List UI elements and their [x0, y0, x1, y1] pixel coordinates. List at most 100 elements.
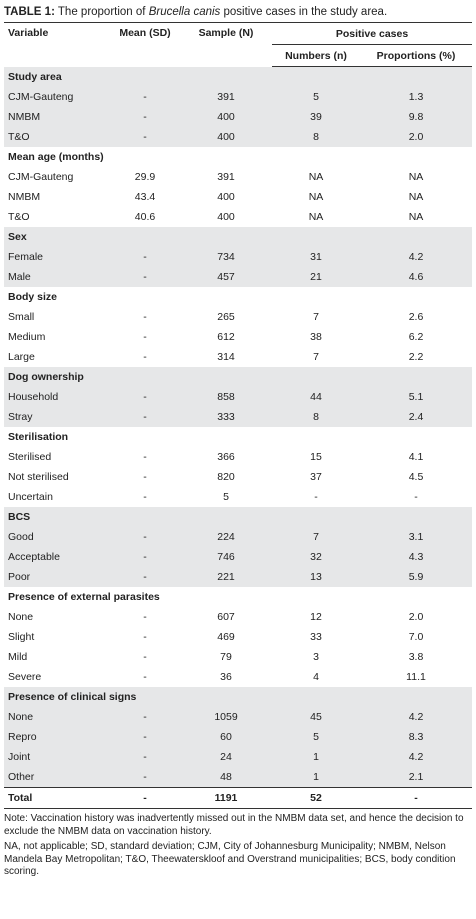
cell: 2.2: [408, 351, 424, 363]
cell: 13: [272, 567, 360, 587]
cell: -: [143, 311, 147, 323]
cell: 8.3: [360, 727, 473, 747]
cell: 5: [272, 87, 360, 107]
cell: 33: [310, 631, 322, 643]
data-table: Variable Mean (SD) Sample (N) Positive c…: [4, 22, 473, 809]
cell: 2.0: [360, 127, 473, 147]
cell: 39: [272, 107, 360, 127]
row-label: Stray: [4, 407, 110, 427]
section-title: BCS: [4, 507, 473, 527]
cell: NA: [408, 171, 424, 183]
data-row: Uncertain - 5 - -: [4, 487, 472, 507]
row-label: Total: [4, 787, 110, 809]
cell: 333: [180, 407, 272, 427]
row-label: Medium: [8, 331, 46, 343]
cell: 1059: [180, 707, 272, 727]
row-label: NMBM: [8, 191, 41, 203]
data-row: Poor -221 13 5.9: [4, 567, 473, 587]
cell: -: [143, 671, 147, 683]
cell: 5.9: [360, 567, 473, 587]
cell: -: [110, 127, 180, 147]
cell: 24: [180, 747, 272, 767]
cell: 4.2: [360, 707, 473, 727]
cell: 7.0: [408, 631, 424, 643]
row-label: T&O: [4, 127, 110, 147]
cell: 265: [217, 311, 235, 323]
cell: 400: [180, 107, 272, 127]
cell: 457: [180, 267, 272, 287]
section-title: Study area: [4, 66, 473, 87]
cell: 44: [272, 387, 360, 407]
cell: NA: [308, 171, 324, 183]
row-label: Other: [4, 767, 110, 788]
note: Note: Vaccination history was inadverten…: [4, 813, 464, 837]
section-title: Mean age (months): [8, 151, 104, 163]
cell: -: [110, 247, 180, 267]
cell: 8: [272, 127, 360, 147]
data-row: Household -858 44 5.1: [4, 387, 473, 407]
row-label: CJM-Gauteng: [4, 87, 110, 107]
cell: -: [110, 527, 180, 547]
section-row: Dog ownership: [4, 367, 473, 387]
cell: 52: [272, 787, 360, 809]
column-header: Mean (SD): [110, 22, 180, 67]
cell: 4.2: [360, 747, 473, 767]
cell: 8: [272, 407, 360, 427]
cell: 221: [180, 567, 272, 587]
cell: 2.1: [360, 767, 473, 788]
data-row: NMBM 43.4 400 NA NA: [4, 187, 472, 207]
cell: -: [110, 87, 180, 107]
cell: -: [110, 267, 180, 287]
data-row: Acceptable -746 32 4.3: [4, 547, 473, 567]
row-label: NMBM: [4, 107, 110, 127]
cell: -: [110, 387, 180, 407]
cell: 314: [217, 351, 235, 363]
cell: 2.4: [360, 407, 473, 427]
data-row: Severe - 36 4 11.1: [4, 667, 472, 687]
cell: 1: [272, 767, 360, 788]
row-label: Sterilised: [8, 451, 52, 463]
notes: Note: Vaccination history was inadverten…: [0, 809, 476, 879]
row-label: None: [8, 611, 34, 623]
cell: 4.1: [408, 451, 424, 463]
cell: 7: [313, 351, 319, 363]
data-row: Sterilised - 366 15 4.1: [4, 447, 472, 467]
cell: 31: [272, 247, 360, 267]
cell: 36: [220, 671, 232, 683]
cell: 5: [272, 727, 360, 747]
cell: 29.9: [134, 171, 156, 183]
cell: 391: [180, 87, 272, 107]
cell: -: [110, 747, 180, 767]
title-text: The proportion of: [57, 6, 146, 18]
cell: NA: [308, 211, 324, 223]
cell: 1191: [180, 787, 272, 809]
cell: -: [110, 407, 180, 427]
cell: 469: [217, 631, 235, 643]
column-header: Variable: [4, 22, 110, 67]
cell: 45: [272, 707, 360, 727]
cell: 9.8: [360, 107, 473, 127]
cell: 1: [272, 747, 360, 767]
cell: -: [143, 451, 147, 463]
cell: -: [143, 651, 147, 663]
cell: 79: [220, 651, 232, 663]
column-header: Proportions (%): [360, 44, 473, 67]
data-row: CJM-Gauteng 29.9 391 NA NA: [4, 167, 472, 187]
row-label: Repro: [4, 727, 110, 747]
cell: 400: [217, 211, 235, 223]
section-title: Body size: [8, 291, 58, 303]
cell: -: [110, 727, 180, 747]
cell: 32: [272, 547, 360, 567]
cell: 4.2: [360, 247, 473, 267]
cell: 7: [272, 527, 360, 547]
cell: 820: [217, 471, 235, 483]
cell: 3: [313, 651, 319, 663]
row-label: Male: [4, 267, 110, 287]
data-row: Slight - 469 33 7.0: [4, 627, 472, 647]
table-label: TABLE 1:: [4, 6, 55, 18]
cell: 4.5: [408, 471, 424, 483]
table-title: TABLE 1: The proportion of Brucella cani…: [0, 0, 476, 22]
cell: NA: [308, 191, 324, 203]
note: NA, not applicable; SD, standard deviati…: [4, 841, 456, 877]
